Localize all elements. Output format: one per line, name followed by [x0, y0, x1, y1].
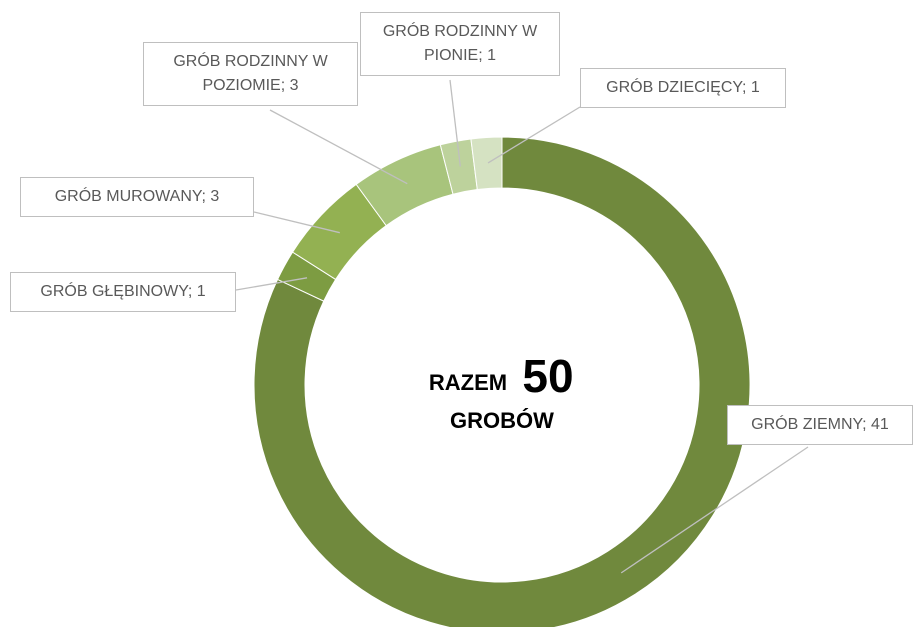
- center-label: RAZEM: [429, 370, 507, 395]
- center-total: 50: [522, 350, 573, 402]
- donut-slice: [470, 136, 503, 191]
- center-unit: GROBÓW: [450, 408, 554, 433]
- leader-line: [253, 211, 340, 234]
- leader-line: [235, 277, 308, 291]
- leader-line: [449, 79, 461, 167]
- data-label: GRÓB DZIECIĘCY; 1: [580, 68, 786, 108]
- leader-line: [620, 446, 809, 574]
- data-label: GRÓB MUROWANY; 3: [20, 177, 254, 217]
- data-label: GRÓB ZIEMNY; 41: [727, 405, 913, 445]
- data-label: GRÓB RODZINNY W PIONIE; 1: [360, 12, 560, 76]
- data-label: GRÓB RODZINNY W POZIOMIE; 3: [143, 42, 358, 106]
- donut-slice: [253, 136, 751, 627]
- leader-line: [269, 109, 408, 185]
- data-label: GRÓB GŁĘBINOWY; 1: [10, 272, 236, 312]
- leader-line: [487, 106, 581, 164]
